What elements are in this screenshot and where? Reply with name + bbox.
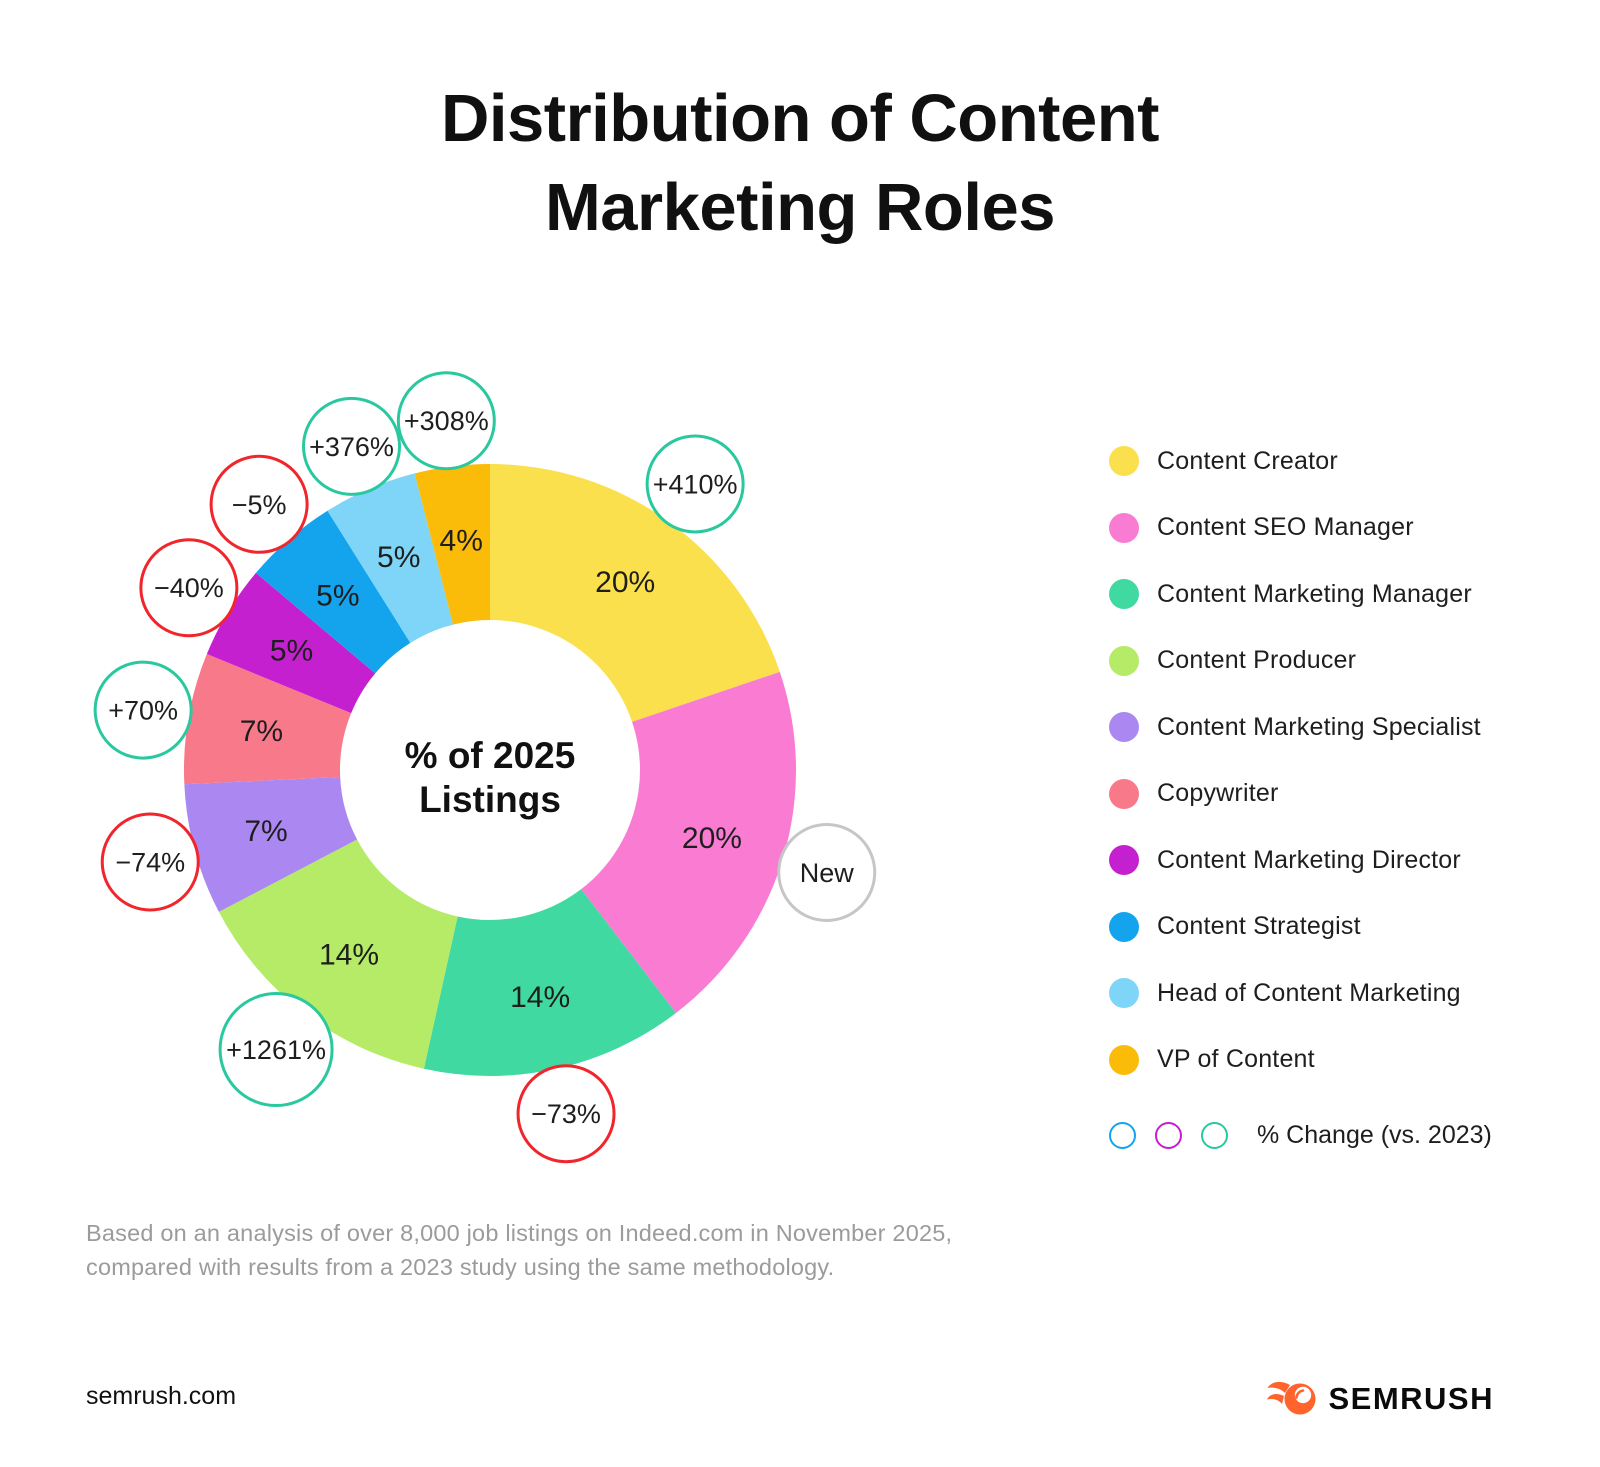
legend-dot-content-marketing-director bbox=[1109, 845, 1139, 875]
change-legend: % Change (vs. 2023) bbox=[1109, 1121, 1492, 1150]
semrush-logo: SEMRUSH bbox=[1267, 1378, 1494, 1420]
change-bubble-head-of-content-marketing bbox=[302, 396, 402, 496]
change-legend-label: % Change (vs. 2023) bbox=[1257, 1121, 1492, 1149]
legend-dot-copywriter bbox=[1109, 778, 1139, 809]
donut-segment-content-creator bbox=[490, 464, 780, 722]
donut-segment-content-marketing-director bbox=[206, 572, 376, 714]
chart-title: Distribution of Content Marketing Roles bbox=[0, 74, 1600, 252]
change-bubble-content-seo-manager bbox=[777, 823, 877, 923]
legend-dot-vp-of-content bbox=[1109, 1044, 1139, 1075]
change-legend-circle-2 bbox=[1201, 1122, 1228, 1149]
change-bubble-content-marketing-director bbox=[139, 538, 239, 638]
change-bubble-label-content-marketing-manager: −73% bbox=[531, 1099, 601, 1129]
change-legend-circles bbox=[1109, 1122, 1247, 1149]
change-bubble-content-strategist bbox=[209, 454, 309, 554]
change-bubble-label-vp-of-content: +308% bbox=[404, 406, 489, 436]
legend-item-content-marketing-manager: Content Marketing Manager bbox=[1109, 579, 1481, 609]
legend-item-vp-of-content: VP of Content bbox=[1109, 1044, 1481, 1075]
legend-item-content-marketing-director: Content Marketing Director bbox=[1109, 845, 1481, 875]
donut-segment-content-strategist bbox=[255, 510, 411, 674]
change-bubble-copywriter bbox=[93, 660, 193, 760]
change-bubble-content-marketing-specialist bbox=[100, 812, 200, 912]
legend-label: Content Creator bbox=[1157, 446, 1338, 475]
legend-item-content-producer: Content Producer bbox=[1109, 645, 1481, 676]
slice-label-content-marketing-director: 5% bbox=[270, 634, 313, 667]
footnote: Based on an analysis of over 8,000 job l… bbox=[86, 1216, 952, 1284]
semrush-wordmark: SEMRUSH bbox=[1328, 1381, 1494, 1416]
legend-label: Content Producer bbox=[1157, 646, 1357, 674]
donut-segment-head-of-content-marketing bbox=[327, 473, 454, 643]
change-bubble-label-content-strategist: −5% bbox=[232, 490, 287, 520]
donut-segment-content-marketing-manager bbox=[423, 889, 676, 1076]
change-bubble-label-head-of-content-marketing: +376% bbox=[309, 432, 394, 462]
donut-segment-copywriter bbox=[184, 653, 352, 785]
donut-center-label-line2: Listings bbox=[419, 779, 561, 820]
legend-dot-content-seo-manager bbox=[1109, 512, 1139, 543]
legend-dot-head-of-content-marketing bbox=[1109, 978, 1139, 1008]
change-bubble-label-content-marketing-specialist: −74% bbox=[115, 847, 185, 877]
change-bubble-vp-of-content bbox=[396, 371, 496, 471]
donut-segment-content-producer bbox=[218, 839, 458, 1069]
chart-title-line1: Distribution of Content bbox=[441, 81, 1159, 156]
legend-label: Head of Content Marketing bbox=[1157, 978, 1461, 1007]
slice-label-content-marketing-manager: 14% bbox=[510, 981, 570, 1014]
legend: Content Creator Content SEO Manager Conten… bbox=[1109, 446, 1481, 1111]
legend-label: Content Marketing Specialist bbox=[1157, 712, 1481, 741]
change-bubble-label-content-seo-manager: New bbox=[800, 858, 855, 888]
semrush-flame-icon bbox=[1267, 1381, 1316, 1415]
change-bubble-content-producer bbox=[218, 992, 334, 1108]
legend-item-head-of-content-marketing: Head of Content Marketing bbox=[1109, 978, 1481, 1008]
legend-label: Content Marketing Director bbox=[1157, 845, 1461, 874]
slice-label-copywriter: 7% bbox=[240, 715, 283, 748]
legend-label: Content Strategist bbox=[1157, 912, 1361, 940]
donut-segment-vp-of-content bbox=[414, 464, 490, 625]
slice-label-content-seo-manager: 20% bbox=[682, 822, 742, 855]
footnote-line2: compared with results from a 2023 study … bbox=[86, 1254, 835, 1280]
slice-label-content-creator: 20% bbox=[595, 566, 655, 599]
change-bubble-label-copywriter: +70% bbox=[108, 696, 178, 726]
change-bubble-content-creator bbox=[645, 434, 745, 534]
change-legend-circle-0 bbox=[1109, 1122, 1136, 1149]
legend-item-content-marketing-specialist: Content Marketing Specialist bbox=[1109, 712, 1481, 742]
legend-dot-content-marketing-manager bbox=[1109, 579, 1139, 609]
legend-dot-content-strategist bbox=[1109, 911, 1139, 942]
legend-dot-content-creator bbox=[1109, 446, 1139, 476]
legend-dot-content-producer bbox=[1109, 645, 1139, 676]
legend-item-copywriter: Copywriter bbox=[1109, 778, 1481, 809]
site-url: semrush.com bbox=[86, 1382, 237, 1410]
chart-title-line2: Marketing Roles bbox=[544, 170, 1056, 246]
legend-item-content-seo-manager: Content SEO Manager bbox=[1109, 512, 1481, 543]
donut-chart: 20%20%14%14%7%7%5%5%5%4%% of 2025Listing… bbox=[93, 371, 877, 1164]
change-legend-circle-1 bbox=[1155, 1122, 1182, 1149]
slice-label-content-producer: 14% bbox=[319, 939, 379, 972]
slice-label-vp-of-content: 4% bbox=[440, 524, 483, 557]
change-bubble-label-content-producer: +1261% bbox=[226, 1035, 326, 1065]
legend-dot-content-marketing-specialist bbox=[1109, 712, 1139, 742]
change-bubble-content-marketing-manager bbox=[516, 1064, 616, 1164]
legend-label: VP of Content bbox=[1157, 1045, 1315, 1073]
donut-center-label-line1: % of 2025 bbox=[405, 735, 576, 776]
slice-label-head-of-content-marketing: 5% bbox=[377, 541, 420, 574]
slice-label-content-strategist: 5% bbox=[316, 579, 359, 612]
slice-label-content-marketing-specialist: 7% bbox=[244, 815, 287, 848]
change-bubble-label-content-creator: +410% bbox=[653, 469, 738, 499]
legend-item-content-strategist: Content Strategist bbox=[1109, 911, 1481, 942]
donut-segment-content-seo-manager bbox=[581, 671, 796, 1014]
legend-label: Copywriter bbox=[1157, 779, 1279, 807]
legend-item-content-creator: Content Creator bbox=[1109, 446, 1481, 476]
change-bubble-label-content-marketing-director: −40% bbox=[154, 573, 224, 603]
donut-segment-content-marketing-specialist bbox=[184, 776, 358, 912]
footnote-line1: Based on an analysis of over 8,000 job l… bbox=[86, 1220, 953, 1246]
legend-label: Content SEO Manager bbox=[1157, 513, 1414, 541]
legend-label: Content Marketing Manager bbox=[1157, 579, 1472, 608]
